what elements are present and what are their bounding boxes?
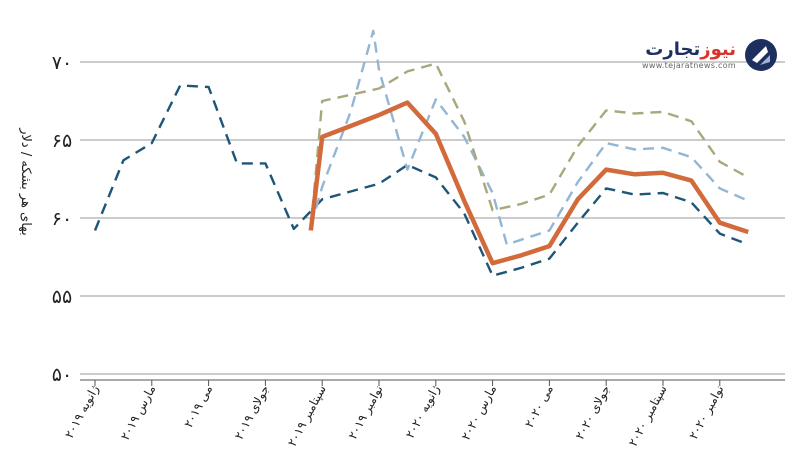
x-tick-label: جولای ۲۰۲۰	[573, 383, 614, 443]
y-tick-label: ۶۵	[52, 130, 72, 152]
x-tick-label: سپتامبر ۲۰۲۰	[626, 383, 671, 449]
x-tick-label: ژانویه ۲۰۱۹	[62, 383, 103, 441]
series-line-4	[308, 100, 749, 266]
y-tick-label: ۷۰	[52, 52, 72, 74]
x-tick-label: مارس ۲۰۱۹	[118, 383, 159, 443]
brand-emblem-icon	[745, 39, 777, 71]
y-tick-label: ۵۵	[52, 286, 72, 308]
brand-logo-text: نیوزتجارت www.tejaratnews.com	[642, 38, 736, 70]
series-line-1	[93, 84, 749, 277]
y-tick-label: ۶۰	[52, 208, 72, 230]
x-tick-label: می ۲۰۲۰	[522, 383, 556, 430]
grid-lines	[80, 61, 785, 375]
x-tick-label: ژانویه ۲۰۲۰	[403, 383, 444, 441]
x-tick-labels: ژانویه ۲۰۱۹ مارس ۲۰۱۹ می ۲۰۱۹ جولای ۲۰۱۹ سپت…	[62, 380, 727, 449]
y-axis-label: بهای هر بشکه / دلار	[18, 127, 33, 236]
x-tick-label: نوامبر ۲۰۱۹	[346, 383, 387, 442]
x-tick-label: مارس ۲۰۲۰	[459, 383, 500, 443]
y-tick-labels: ۵۰ ۵۵ ۶۰ ۶۵ ۷۰	[52, 52, 72, 386]
x-tick-label: نوامبر ۲۰۲۰	[686, 383, 727, 442]
y-tick-label: ۵۰	[52, 364, 72, 386]
brand-name-part-a: نیوز	[700, 38, 736, 60]
series-line-3	[309, 62, 749, 230]
brand-logo: نیوزتجارت www.tejaratnews.com	[642, 38, 778, 72]
x-tick-label: می ۲۰۱۹	[181, 383, 215, 430]
series-lines	[93, 29, 749, 277]
x-tick-label: سپتامبر ۲۰۱۹	[285, 383, 330, 449]
brand-name-part-b: تجارت	[645, 38, 701, 60]
x-tick-label: جولای ۲۰۱۹	[232, 383, 273, 443]
brand-name: نیوزتجارت	[645, 38, 736, 60]
series-line-2	[309, 29, 749, 246]
brand-url: www.tejaratnews.com	[642, 60, 736, 70]
